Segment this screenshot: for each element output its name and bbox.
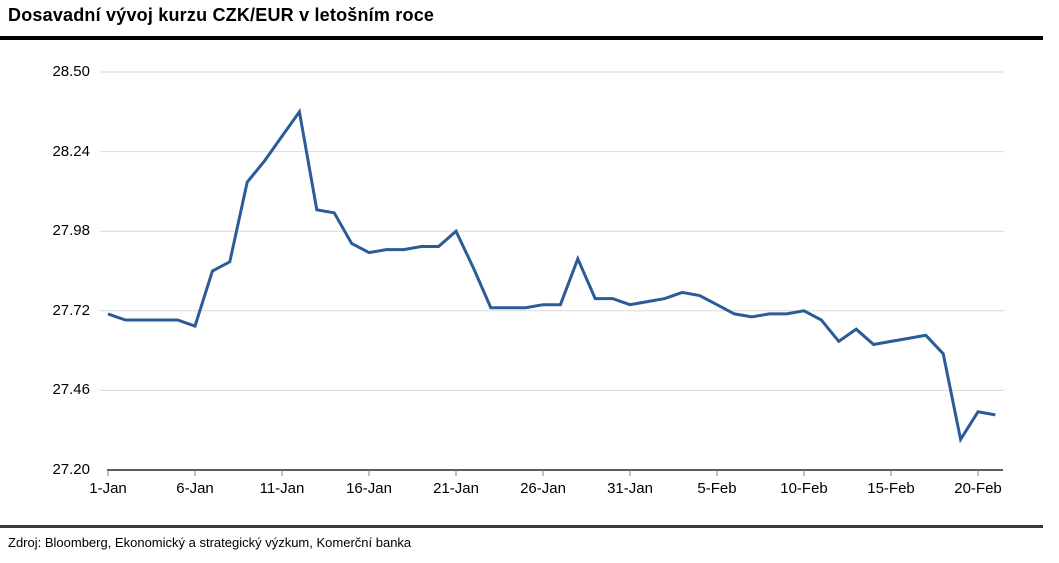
y-axis-label: 27.20 — [52, 461, 90, 478]
chart-area: 28.50 28.24 27.98 27.72 27.46 27.20 1-Jan 6-Jan… — [52, 63, 1004, 497]
x-axis-label: 20-Feb — [954, 480, 1002, 497]
x-axis-label: 15-Feb — [867, 480, 915, 497]
title-rule — [0, 36, 1043, 40]
x-axis-label: 21-Jan — [433, 480, 479, 497]
x-axis-label: 16-Jan — [346, 480, 392, 497]
x-axis-label: 10-Feb — [780, 480, 828, 497]
x-axis-label: 5-Feb — [697, 480, 737, 497]
line-chart-plot — [100, 71, 1004, 476]
source-text: Zdroj: Bloomberg, Ekonomický a strategic… — [8, 535, 412, 550]
x-axis-label: 31-Jan — [607, 480, 653, 497]
x-axis-label: 11-Jan — [259, 480, 305, 497]
x-axis-label: 6-Jan — [176, 480, 214, 497]
chart-title: Dosavadní vývoj kurzu CZK/EUR v letošním… — [8, 5, 435, 25]
y-axis-label: 27.98 — [52, 222, 90, 239]
source-rule — [0, 525, 1043, 528]
y-axis-label: 27.46 — [52, 381, 90, 398]
y-axis-label: 27.72 — [52, 302, 90, 319]
y-axis-label: 28.24 — [52, 143, 90, 160]
y-axis-label: 28.50 — [52, 63, 90, 80]
czk-eur-line — [107, 108, 996, 444]
x-axis-label: 26-Jan — [520, 480, 566, 497]
x-axis-label: 1-Jan — [89, 480, 127, 497]
